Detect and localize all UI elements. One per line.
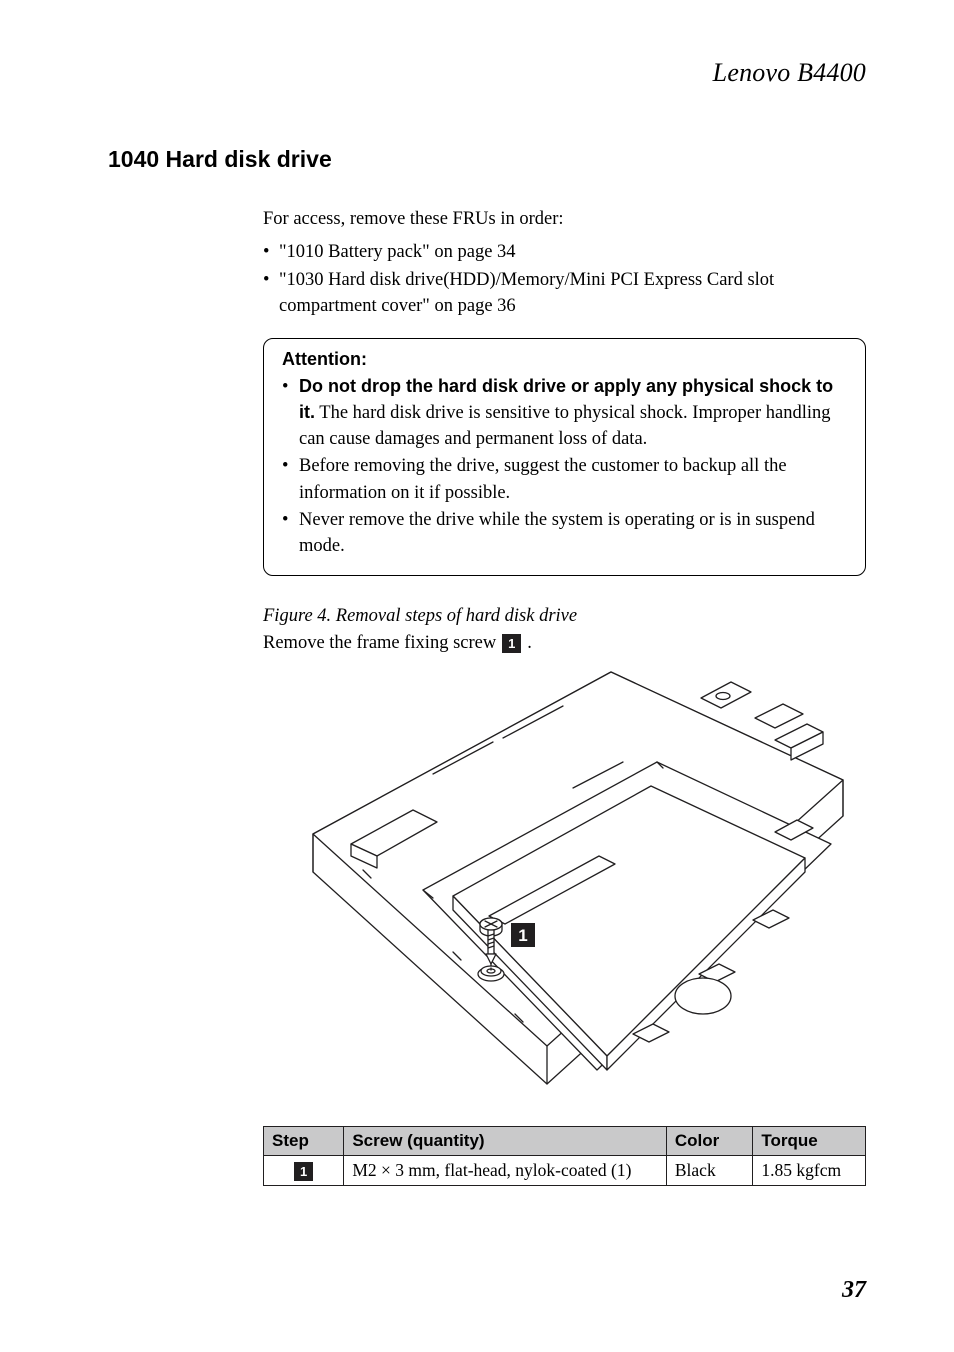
attention-rest-text: Never remove the drive while the system … bbox=[299, 510, 815, 556]
hard-disk-diagram: 1 bbox=[303, 668, 866, 1098]
table-header-row: Step Screw (quantity) Color Torque bbox=[264, 1126, 866, 1155]
attention-rest-text: The hard disk drive is sensitive to phys… bbox=[299, 403, 831, 449]
list-item: "1010 Battery pack" on page 34 bbox=[263, 239, 866, 265]
cell-step: 1 bbox=[264, 1155, 344, 1185]
figure-caption: Figure 4. Removal steps of hard disk dri… bbox=[263, 606, 866, 627]
col-header-color: Color bbox=[666, 1126, 753, 1155]
attention-list: Do not drop the hard disk drive or apply… bbox=[282, 374, 847, 560]
callout-badge: 1 bbox=[294, 1162, 313, 1181]
attention-box: Attention: Do not drop the hard disk dri… bbox=[263, 338, 866, 576]
list-item: Do not drop the hard disk drive or apply… bbox=[282, 374, 847, 453]
list-item: Before removing the drive, suggest the c… bbox=[282, 453, 847, 506]
instruction-prefix: Remove the frame fixing screw bbox=[263, 633, 496, 654]
attention-rest-text: Before removing the drive, suggest the c… bbox=[299, 456, 787, 502]
list-item: "1030 Hard disk drive(HDD)/Memory/Mini P… bbox=[263, 267, 866, 320]
page-header-product: Lenovo B4400 bbox=[108, 58, 866, 88]
col-header-step: Step bbox=[264, 1126, 344, 1155]
cell-screw: M2 × 3 mm, flat-head, nylok-coated (1) bbox=[344, 1155, 667, 1185]
callout-badge: 1 bbox=[502, 634, 521, 653]
page-number: 37 bbox=[842, 1277, 866, 1304]
cell-color: Black bbox=[666, 1155, 753, 1185]
instruction-suffix: . bbox=[527, 633, 532, 654]
attention-label: Attention: bbox=[282, 349, 847, 370]
cell-torque: 1.85 kgfcm bbox=[753, 1155, 866, 1185]
prereq-list: "1010 Battery pack" on page 34 "1030 Har… bbox=[263, 239, 866, 320]
screw-table: Step Screw (quantity) Color Torque 1 M2 … bbox=[263, 1126, 866, 1186]
col-header-torque: Torque bbox=[753, 1126, 866, 1155]
list-item: Never remove the drive while the system … bbox=[282, 507, 847, 560]
col-header-screw: Screw (quantity) bbox=[344, 1126, 667, 1155]
intro-text: For access, remove these FRUs in order: bbox=[263, 207, 866, 233]
section-heading: 1040 Hard disk drive bbox=[108, 146, 866, 173]
figure-instruction: Remove the frame fixing screw 1 . bbox=[263, 633, 866, 654]
svg-text:1: 1 bbox=[518, 926, 527, 945]
table-row: 1 M2 × 3 mm, flat-head, nylok-coated (1)… bbox=[264, 1155, 866, 1185]
